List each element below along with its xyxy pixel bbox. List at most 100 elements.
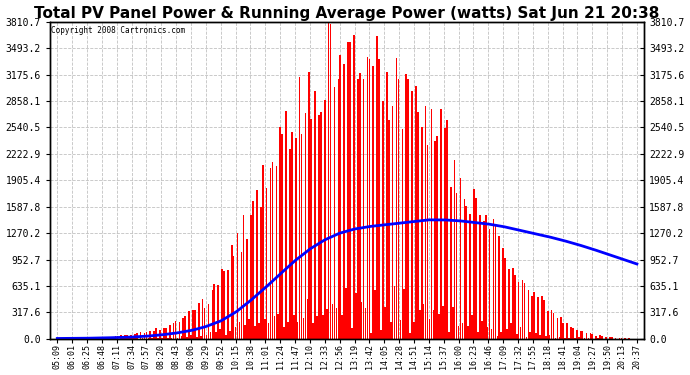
Bar — [609, 337, 611, 339]
Bar — [310, 119, 312, 339]
Bar — [231, 245, 233, 339]
Bar — [512, 268, 513, 339]
Bar — [339, 54, 341, 339]
Bar — [397, 79, 400, 339]
Bar — [357, 79, 359, 339]
Bar — [212, 290, 213, 339]
Bar — [493, 219, 494, 339]
Bar — [237, 233, 238, 339]
Bar — [598, 338, 599, 339]
Bar — [335, 308, 337, 339]
Bar — [244, 325, 246, 339]
Bar — [239, 322, 240, 339]
Bar — [208, 304, 209, 339]
Bar — [404, 289, 405, 339]
Bar — [378, 59, 380, 339]
Bar — [353, 34, 355, 339]
Bar — [122, 338, 124, 339]
Bar — [81, 338, 83, 339]
Bar — [390, 322, 391, 339]
Bar — [150, 331, 151, 339]
Bar — [500, 332, 502, 339]
Bar — [582, 330, 584, 339]
Bar — [599, 335, 601, 339]
Bar — [297, 322, 299, 339]
Bar — [522, 280, 523, 339]
Bar — [153, 331, 155, 339]
Bar — [558, 337, 560, 339]
Bar — [206, 336, 208, 339]
Bar — [256, 190, 258, 339]
Bar — [299, 77, 300, 339]
Bar — [516, 334, 518, 339]
Bar — [295, 138, 297, 339]
Bar — [330, 24, 331, 339]
Bar — [151, 338, 153, 339]
Bar — [549, 335, 551, 339]
Bar — [368, 58, 371, 339]
Bar — [217, 285, 219, 339]
Bar — [253, 201, 254, 339]
Bar — [314, 91, 316, 339]
Bar — [487, 327, 489, 339]
Bar — [553, 313, 554, 339]
Bar — [275, 165, 277, 339]
Bar — [446, 120, 448, 339]
Bar — [570, 327, 572, 339]
Bar — [345, 288, 347, 339]
Bar — [86, 338, 87, 339]
Bar — [262, 165, 264, 339]
Bar — [448, 332, 450, 339]
Bar — [169, 325, 170, 339]
Bar — [569, 338, 570, 339]
Bar — [431, 109, 432, 339]
Bar — [130, 335, 132, 339]
Bar — [518, 282, 520, 339]
Bar — [402, 129, 403, 339]
Bar — [514, 276, 515, 339]
Bar — [611, 337, 613, 339]
Bar — [481, 321, 482, 339]
Bar — [529, 332, 531, 339]
Bar — [436, 135, 438, 339]
Bar — [359, 74, 360, 339]
Bar — [318, 114, 319, 339]
Bar — [190, 335, 192, 339]
Bar — [95, 338, 97, 339]
Bar — [428, 320, 431, 339]
Bar — [584, 338, 585, 339]
Bar — [615, 338, 616, 339]
Bar — [328, 22, 330, 339]
Bar — [126, 335, 128, 339]
Bar — [250, 215, 252, 339]
Bar — [384, 307, 386, 339]
Bar — [380, 330, 382, 339]
Bar — [196, 337, 197, 339]
Bar — [574, 338, 575, 339]
Bar — [462, 323, 463, 339]
Bar — [440, 109, 442, 339]
Bar — [425, 106, 426, 339]
Bar — [578, 337, 580, 339]
Title: Total PV Panel Power & Running Average Power (watts) Sat Jun 21 20:38: Total PV Panel Power & Running Average P… — [34, 6, 660, 21]
Bar — [163, 328, 165, 339]
Bar — [172, 323, 175, 339]
Bar — [210, 332, 211, 339]
Bar — [337, 79, 339, 339]
Bar — [248, 319, 250, 339]
Bar — [289, 148, 290, 339]
Bar — [524, 283, 525, 339]
Bar — [595, 336, 597, 339]
Bar — [181, 336, 182, 339]
Bar — [421, 127, 422, 339]
Bar — [124, 335, 126, 339]
Bar — [588, 338, 589, 339]
Bar — [376, 36, 378, 339]
Bar — [479, 215, 481, 339]
Bar — [355, 293, 357, 339]
Bar — [363, 79, 364, 339]
Bar — [392, 106, 393, 339]
Bar — [560, 318, 562, 339]
Bar — [136, 333, 137, 339]
Bar — [491, 328, 493, 339]
